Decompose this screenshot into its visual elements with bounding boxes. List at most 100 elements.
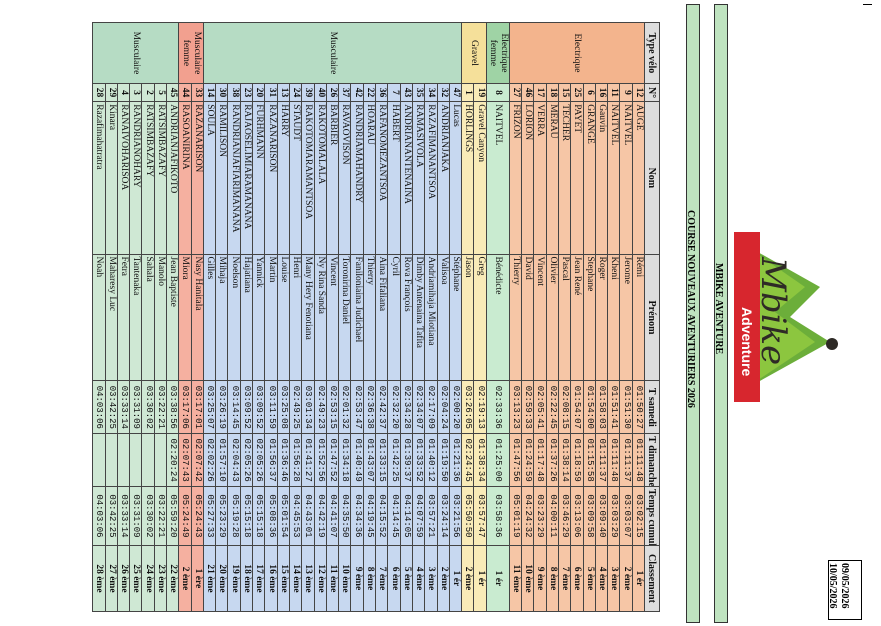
bib-number: 12	[632, 83, 645, 102]
last-name: Razafimahatratra	[92, 101, 106, 254]
first-name: Greg	[473, 254, 487, 381]
first-name: Hajatiana	[240, 254, 253, 381]
ranking: 8 ème	[546, 545, 559, 612]
time-total: 03:02:15	[632, 486, 645, 546]
ranking: 6 ème	[387, 545, 401, 612]
last-name: STAUDT	[289, 101, 302, 254]
table-row: Gravel 19 Gravel Canyon Greg 02:19:13 01:38:3…	[461, 22, 487, 612]
last-name: RAVAOVISON	[338, 101, 351, 254]
column-header: Prénom	[644, 254, 660, 381]
last-name: NAITVEL	[619, 101, 633, 254]
time-saturday: 03:31:09	[129, 380, 142, 434]
ranking: 12 ème	[314, 545, 327, 612]
ranking: 15 ème	[277, 545, 290, 612]
last-name: Kinara	[105, 101, 118, 254]
table-row: Musculaire 45 ANDRIANJAFIKOTO Jean Baptiste…	[92, 22, 179, 612]
bike-type-cell: Musculaire	[203, 22, 462, 84]
table-row: 16 Gauvin Roger 01:58:03 01:11:37 03:09:40 4 è…	[595, 22, 608, 612]
time-saturday: 01:50:27	[632, 380, 645, 434]
time-total: 04:35:50	[338, 486, 351, 546]
results-table: Type vélo N° Nom Prénom T samedi T dimanche Te…	[92, 22, 660, 612]
time-saturday: 03:13:23	[509, 380, 522, 434]
bib-number: 16	[595, 83, 608, 102]
last-name: Gravel Canyon	[473, 101, 487, 254]
table-row: Musculaire femme 33 RAZANARISON Nasy Hanita…	[178, 22, 204, 612]
time-saturday: 02:33:36	[486, 380, 510, 434]
bib-number: 6	[583, 83, 596, 102]
time-total: 05:23:29	[215, 486, 228, 546]
column-header: T dimanche	[644, 433, 660, 487]
table-row: 15 TECHER Pascal 02:08:15 01:38:14 03:46:29 7 …	[558, 22, 571, 612]
time-sunday: 01:17:48	[533, 433, 547, 487]
time-total: 04:00:11	[546, 486, 559, 546]
table-row: 43 ANDRIANANTENAINA Rova François 02:34:28 0…	[400, 22, 413, 612]
table-row: 4 RANAIVOHARISOA Fetra 03:33:14 03:33:14 26 è…	[117, 22, 130, 612]
first-name: Maharesy Luc	[105, 254, 118, 381]
last-name: RAMASIVOLA	[412, 101, 425, 254]
last-name: RANDRIANOHARY	[129, 101, 142, 254]
ranking: 28 ème	[92, 545, 106, 612]
time-total: 05:19:28	[228, 486, 241, 546]
bib-number: 9	[619, 83, 633, 102]
ranking: 21 ème	[203, 545, 216, 612]
time-total: 05:15:18	[240, 486, 253, 546]
bike-type-cell: Gravel	[461, 22, 487, 84]
bib-number: 13	[277, 83, 290, 102]
time-sunday: 02:07:42	[191, 433, 204, 487]
bike-type-cell: Electrique	[509, 22, 645, 84]
time-sunday: 01:18:59	[570, 433, 584, 487]
bike-type-cell: Electrique femme	[486, 22, 510, 84]
last-name: Gauvin	[595, 101, 608, 254]
first-name: Thierry	[363, 254, 376, 381]
table-row: 31 RAZANARISON Martin 03:11:59 01:56:37 05:08…	[264, 22, 278, 612]
first-name: Tantenaka	[129, 254, 142, 381]
time-total: 04:41:07	[326, 486, 339, 546]
first-name: Fetra	[117, 254, 130, 381]
last-name: VERRA	[533, 101, 547, 254]
table-body: Electrique 12 AUGE Rémi 01:50:27 01:11:48 03:0…	[92, 22, 645, 612]
logo-cyclist-icon	[826, 338, 838, 350]
bib-number: 38	[228, 83, 241, 102]
ranking: 17 ème	[252, 545, 265, 612]
time-saturday: 02:22:45	[546, 380, 559, 434]
bib-number: 37	[338, 83, 351, 102]
bib-number: 23	[240, 83, 253, 102]
bib-number: 20	[252, 83, 265, 102]
first-name: Cyril	[387, 254, 401, 381]
time-total: 05:50:50	[461, 486, 474, 546]
ranking: 27 ème	[105, 545, 118, 612]
time-sunday: 02:05:26	[252, 433, 265, 487]
time-sunday	[117, 433, 130, 487]
time-saturday: 03:30:02	[141, 380, 155, 434]
time-total: 03:46:29	[558, 486, 571, 546]
ranking: 22 ème	[166, 545, 179, 612]
logo-brand-text: Mbike	[753, 256, 793, 365]
last-name: RATSIMBAZAFY	[141, 101, 155, 254]
ranking: 1 ère	[191, 545, 204, 612]
table-row: Electrique 12 AUGE Rémi 01:50:27 01:11:48 03:0…	[509, 22, 645, 612]
time-sunday: 01:47:56	[509, 433, 522, 487]
bib-number: 27	[509, 83, 522, 102]
last-name: HORLINGS	[461, 101, 474, 254]
time-sunday: 01:40:12	[424, 433, 438, 487]
time-total: 03:21:56	[449, 486, 462, 546]
bib-number: 31	[264, 83, 278, 102]
time-saturday: 03:42:25	[105, 380, 118, 434]
bib-number: 11	[607, 83, 620, 102]
bib-number: 47	[449, 83, 462, 102]
first-name: Stephane	[583, 254, 596, 381]
time-sunday: 01:43:07	[363, 433, 376, 487]
column-header: Classement	[644, 545, 660, 612]
time-sunday	[141, 433, 155, 487]
time-sunday: 01:40:49	[350, 433, 364, 487]
time-total: 03:24:14	[437, 486, 450, 546]
ranking: 2 ème	[619, 545, 633, 612]
table-row: 27 FRIZON Thierry 03:13:23 01:47:56 05:01:19 1…	[509, 22, 522, 612]
last-name: HABERT	[387, 101, 401, 254]
table-row: 23 RAJAOSELIMIARAMANANA Hajatiana 03:09:52 0…	[240, 22, 253, 612]
first-name: Bénédicte	[486, 254, 510, 381]
first-name: Manolo	[154, 254, 167, 381]
table-row: 2 RATSIMBAZAFY Sahala 03:30:02 03:30:02 24 èm…	[141, 22, 155, 612]
time-sunday	[129, 433, 142, 487]
time-total: 04:19:45	[363, 486, 376, 546]
